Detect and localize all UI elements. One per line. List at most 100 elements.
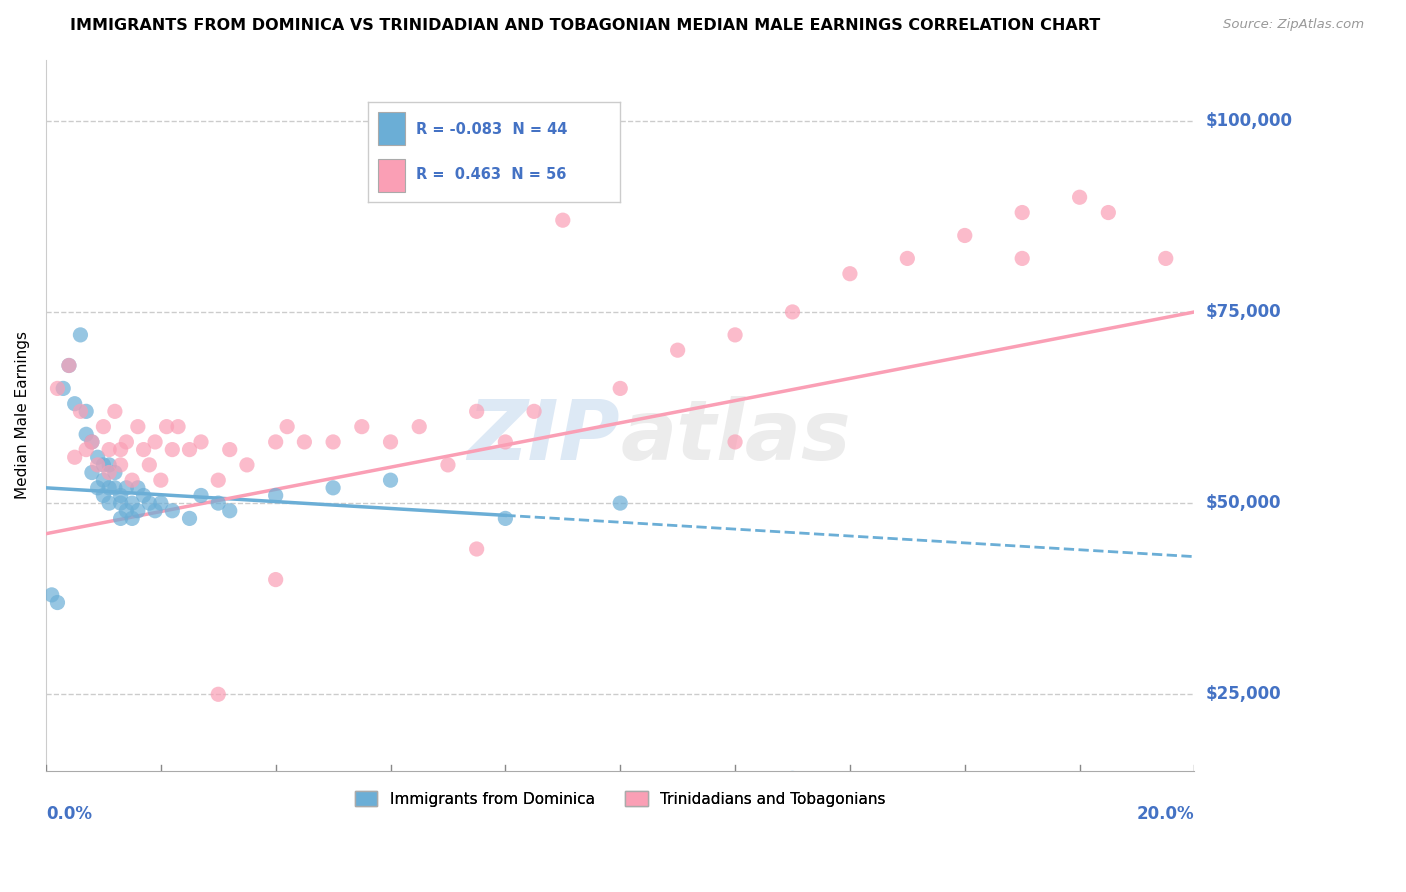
Point	[132, 488, 155, 502]
Point	[782, 305, 804, 319]
Text: IMMIGRANTS FROM DOMINICA VS TRINIDADIAN AND TOBAGONIAN MEDIAN MALE EARNINGS CORR: IMMIGRANTS FROM DOMINICA VS TRINIDADIAN …	[70, 18, 1101, 33]
Point	[93, 458, 115, 472]
Text: 0.0%: 0.0%	[46, 805, 91, 823]
Point	[264, 488, 287, 502]
Point	[149, 473, 172, 487]
Point	[167, 419, 190, 434]
Text: Source: ZipAtlas.com: Source: ZipAtlas.com	[1223, 18, 1364, 31]
Point	[115, 434, 138, 449]
Point	[98, 442, 121, 457]
Point	[953, 228, 976, 243]
Text: $25,000: $25,000	[1205, 685, 1281, 703]
Point	[93, 488, 115, 502]
Point	[121, 511, 143, 525]
Point	[93, 419, 115, 434]
Text: $75,000: $75,000	[1205, 303, 1281, 321]
Point	[69, 404, 91, 418]
Point	[80, 434, 103, 449]
Point	[63, 450, 86, 465]
Point	[86, 481, 108, 495]
Point	[264, 434, 287, 449]
Text: $100,000: $100,000	[1205, 112, 1292, 129]
Point	[162, 504, 184, 518]
Point	[437, 458, 460, 472]
Point	[896, 252, 918, 266]
Point	[380, 434, 402, 449]
Point	[41, 588, 63, 602]
Point	[380, 473, 402, 487]
Point	[494, 511, 516, 525]
Point	[322, 481, 344, 495]
Point	[207, 473, 229, 487]
Point	[80, 466, 103, 480]
Text: 20.0%: 20.0%	[1137, 805, 1195, 823]
Point	[190, 434, 212, 449]
Point	[236, 458, 259, 472]
Point	[115, 504, 138, 518]
Y-axis label: Median Male Earnings: Median Male Earnings	[15, 331, 30, 500]
Point	[350, 419, 373, 434]
Point	[179, 442, 201, 457]
Point	[93, 473, 115, 487]
Point	[138, 458, 160, 472]
Point	[666, 343, 689, 358]
Point	[69, 327, 91, 342]
Point	[138, 496, 160, 510]
Point	[782, 772, 804, 786]
Point	[264, 573, 287, 587]
Legend: Immigrants from Dominica, Trinidadians and Tobagonians: Immigrants from Dominica, Trinidadians a…	[349, 785, 891, 813]
Point	[218, 442, 240, 457]
Point	[63, 397, 86, 411]
Point	[75, 427, 97, 442]
Point	[143, 434, 166, 449]
Point	[155, 419, 177, 434]
Point	[75, 442, 97, 457]
Point	[127, 504, 149, 518]
Point	[292, 434, 315, 449]
Point	[121, 473, 143, 487]
Point	[110, 488, 132, 502]
Point	[1011, 205, 1033, 219]
Point	[551, 213, 574, 227]
Point	[1011, 252, 1033, 266]
Text: atlas: atlas	[620, 396, 851, 477]
Point	[104, 481, 127, 495]
Point	[218, 504, 240, 518]
Point	[110, 511, 132, 525]
Point	[127, 419, 149, 434]
Point	[98, 458, 121, 472]
Point	[46, 595, 69, 609]
Point	[121, 496, 143, 510]
Point	[207, 687, 229, 701]
Point	[1069, 190, 1091, 204]
Point	[609, 381, 631, 395]
Point	[143, 504, 166, 518]
Text: $50,000: $50,000	[1205, 494, 1281, 512]
Point	[1097, 205, 1119, 219]
Point	[322, 434, 344, 449]
Point	[58, 359, 80, 373]
Point	[46, 381, 69, 395]
Point	[98, 496, 121, 510]
Point	[86, 450, 108, 465]
Point	[149, 496, 172, 510]
Point	[104, 404, 127, 418]
Text: ZIP: ZIP	[468, 396, 620, 477]
Point	[465, 541, 488, 556]
Point	[115, 481, 138, 495]
Point	[104, 466, 127, 480]
Point	[127, 481, 149, 495]
Point	[494, 434, 516, 449]
Point	[75, 404, 97, 418]
Point	[110, 442, 132, 457]
Point	[80, 434, 103, 449]
Point	[132, 442, 155, 457]
Point	[190, 488, 212, 502]
Point	[162, 442, 184, 457]
Point	[98, 466, 121, 480]
Point	[110, 496, 132, 510]
Point	[179, 511, 201, 525]
Point	[1154, 252, 1177, 266]
Point	[207, 496, 229, 510]
Point	[86, 458, 108, 472]
